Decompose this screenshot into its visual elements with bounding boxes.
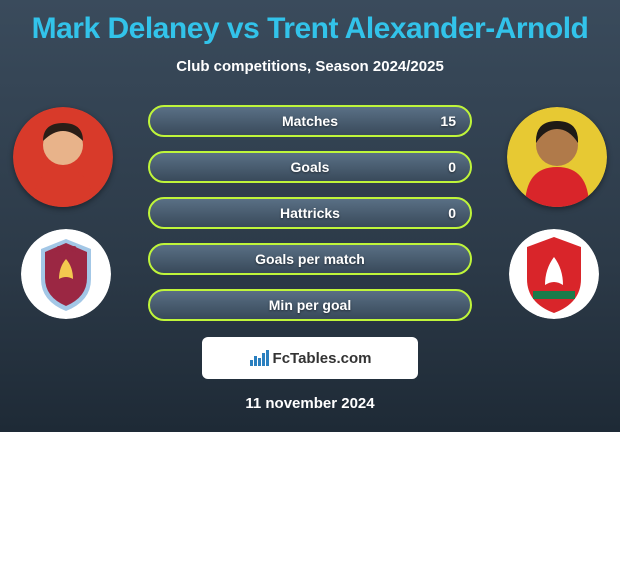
stat-row-goals: Goals 0 [148,151,472,183]
stat-label: Matches [282,113,338,129]
stat-right-value: 15 [440,113,456,129]
date-text: 11 november 2024 [245,395,374,412]
right-club-badge [509,229,599,319]
stat-row-goals-per-match: Goals per match [148,243,472,275]
stat-label: Hattricks [280,205,340,221]
content-row: AVFC Matches 15 Goals 0 Hattricks 0 [0,107,620,321]
stat-right-value: 0 [448,205,456,221]
stat-label: Goals per match [255,251,365,267]
page-title: Mark Delaney vs Trent Alexander-Arnold [32,12,589,46]
comparison-card: Mark Delaney vs Trent Alexander-Arnold C… [0,0,620,432]
attribution-text: FcTables.com [273,350,372,367]
stat-label: Goals [291,159,330,175]
attribution-badge: FcTables.com [202,337,418,379]
stat-label: Min per goal [269,297,351,313]
left-player-avatar [13,107,113,207]
svg-text:AVFC: AVFC [55,245,76,254]
bars-icon [249,350,269,366]
subtitle: Club competitions, Season 2024/2025 [176,58,444,75]
stat-right-value: 0 [448,159,456,175]
stat-row-matches: Matches 15 [148,105,472,137]
right-column [494,107,614,319]
stat-row-hattricks: Hattricks 0 [148,197,472,229]
stat-row-min-per-goal: Min per goal [148,289,472,321]
left-column: AVFC [6,107,126,319]
left-club-badge: AVFC [21,229,111,319]
right-player-avatar [507,107,607,207]
stats-column: Matches 15 Goals 0 Hattricks 0 Goals per… [126,105,494,321]
